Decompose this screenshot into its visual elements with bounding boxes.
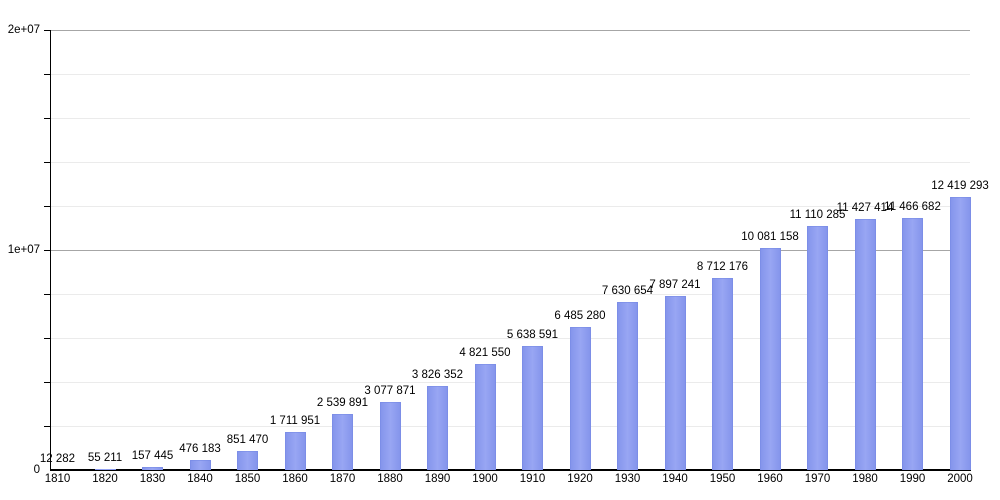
bar-value-label-1900: 4 821 550 [459,346,511,359]
x-axis-label-1870: 1870 [329,473,356,485]
y-axis-line [50,30,51,470]
y-axis-tick [44,382,51,383]
gridline-minor [50,206,970,207]
x-axis-label-1820: 1820 [92,473,118,485]
gridline-major [50,250,970,251]
bar-1820 [94,468,116,470]
bar-value-label-1910: 5 638 591 [506,328,559,341]
bar-1970 [807,225,828,470]
x-axis-label-1880: 1880 [377,473,403,485]
bar-1960 [759,248,781,470]
y-axis-tick [44,206,51,207]
bar-value-label-1860: 1 711 951 [269,415,321,428]
bar-value-label-1830: 157 445 [131,449,174,462]
bar-value-label-1890: 3 826 352 [411,368,464,381]
bar-value-label-1980: 11 427 414 [836,201,894,214]
bar-1940 [664,296,686,470]
gridline-minor [50,294,970,295]
x-axis-label-1840: 1840 [187,473,213,485]
bar-value-label-1940: 7 897 241 [649,279,701,292]
bar-1840 [189,459,211,470]
gridline-minor [50,382,970,383]
bar-1990 [902,217,923,470]
y-axis-label-0: 0 [33,464,40,476]
bar-2000 [949,196,971,470]
bar-value-label-1840: 476 183 [179,442,221,455]
x-axis-label-1850: 1850 [234,473,261,485]
bar-value-label-1820: 55 211 [87,451,123,464]
x-axis-label-1900: 1900 [472,473,498,485]
bar-1930 [617,302,638,470]
y-axis-tick [44,30,51,31]
gridline-minor [50,74,970,75]
bar-value-label-1850: 851 470 [226,434,269,447]
x-axis-label-1830: 1830 [139,473,166,485]
y-axis-tick [44,74,51,75]
x-axis-label-1930: 1930 [614,473,641,485]
bar-value-label-1960: 10 081 158 [741,231,799,244]
bar-value-label-1920: 6 485 280 [554,310,606,323]
bar-1860 [284,432,306,470]
x-axis-label-1960: 1960 [757,473,783,485]
bar-value-label-1880: 3 077 871 [364,385,416,398]
x-axis-label-1980: 1980 [852,473,878,485]
bar-1870 [332,414,353,470]
bar-value-label-1930: 7 630 654 [601,285,654,298]
y-axis-label-2e07: 2e+07 [7,24,40,36]
bar-value-label-1810: 12 282 [39,452,76,465]
y-axis-label-1e07: 1e+07 [7,244,40,256]
bar-1900 [474,363,496,470]
gridline-minor [50,162,970,163]
bar-1830 [142,466,163,470]
bar-1980 [854,218,876,470]
bar-1950 [712,278,733,470]
x-axis-label-1990: 1990 [899,473,926,485]
bar-1880 [379,402,401,470]
gridline-minor [50,118,970,119]
bar-1920 [569,327,591,470]
x-axis-label-1920: 1920 [567,473,593,485]
x-axis-label-1970: 1970 [804,473,831,485]
gridline-major [50,30,970,31]
x-axis-label-1940: 1940 [662,473,688,485]
bar-value-label-1990: 11 466 682 [884,200,941,213]
bar-value-label-1870: 2 539 891 [316,397,369,410]
bar-value-label-1950: 8 712 176 [696,261,749,274]
x-axis-line [50,469,971,471]
y-axis-tick [44,250,51,251]
bar-value-label-2000: 12 419 293 [931,179,989,192]
gridline-minor [50,338,970,339]
y-axis-tick [44,426,51,427]
x-axis-label-1810: 1810 [44,473,71,485]
x-axis-label-1910: 1910 [519,473,546,485]
y-axis-tick [44,118,51,119]
x-axis-label-1950: 1950 [709,473,736,485]
bar-value-label-1970: 11 110 285 [789,208,846,221]
bar-1850 [237,451,258,470]
bar-1910 [522,345,543,470]
gridline-minor [50,426,970,427]
x-axis-label-2000: 2000 [947,473,973,485]
y-axis-tick [44,338,51,339]
y-axis-tick [44,294,51,295]
x-axis-label-1860: 1860 [282,473,308,485]
x-axis-label-1890: 1890 [424,473,451,485]
y-axis-tick [44,162,51,163]
bar-1890 [427,385,448,470]
